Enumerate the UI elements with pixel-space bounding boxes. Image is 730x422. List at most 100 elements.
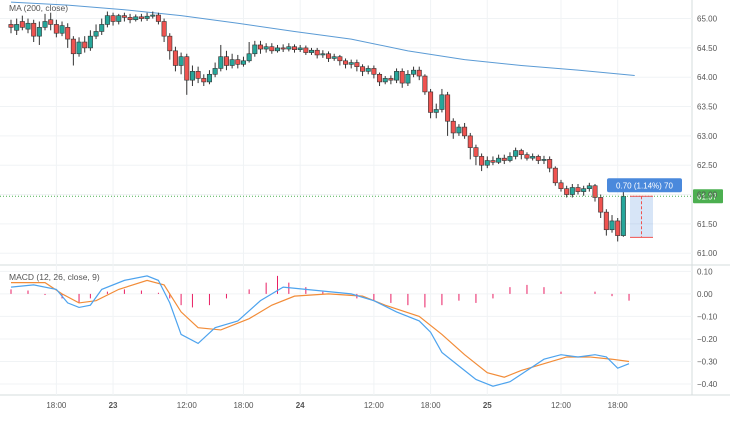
time-tick-label: 23 xyxy=(109,401,118,410)
candle xyxy=(530,153,536,161)
measure-label-bg xyxy=(607,178,682,193)
candle xyxy=(405,70,411,87)
candle-body-up xyxy=(513,150,519,157)
candle-body-down xyxy=(575,187,581,192)
candle-body-down xyxy=(53,24,59,34)
candle xyxy=(371,65,377,79)
candle-body-up xyxy=(382,78,388,83)
candle-body-down xyxy=(167,35,173,52)
candle xyxy=(269,43,275,54)
candle-body-down xyxy=(257,44,263,50)
candle-body-down xyxy=(291,46,297,50)
candle xyxy=(178,52,184,75)
candle-body-up xyxy=(394,71,400,81)
price-tick-label: 65.00 xyxy=(697,15,718,24)
candle xyxy=(439,88,445,113)
candle-body-up xyxy=(439,94,445,110)
candle xyxy=(110,12,116,26)
candle-body-up xyxy=(144,15,150,19)
candle-body-down xyxy=(479,156,485,166)
macd-indicator-label[interactable]: MACD (12, 26, close, 9) xyxy=(9,272,100,282)
candle xyxy=(218,44,224,72)
candle-body-up xyxy=(150,14,156,17)
candle xyxy=(138,13,144,22)
candle-body-down xyxy=(428,91,434,113)
candle-body-down xyxy=(280,47,286,50)
candle xyxy=(99,18,105,35)
candle-body-down xyxy=(303,47,309,53)
candle xyxy=(274,44,280,53)
candle xyxy=(603,209,609,236)
candle-body-down xyxy=(70,38,76,55)
candle-body-down xyxy=(615,220,621,236)
candle-body-up xyxy=(541,159,547,161)
candle xyxy=(581,185,587,196)
candle xyxy=(48,12,54,31)
macd-tick-label: 0.10 xyxy=(697,267,713,276)
candle-body-down xyxy=(598,197,604,213)
candle xyxy=(19,15,25,31)
candle xyxy=(127,13,133,24)
ma-line-layer xyxy=(10,1,635,76)
last-price-value: 61.97 xyxy=(697,192,718,201)
candle xyxy=(541,155,547,165)
candle xyxy=(195,66,201,84)
candle-body-down xyxy=(547,159,553,169)
candle xyxy=(513,147,519,160)
candle-body-up xyxy=(507,156,513,161)
candle-body-down xyxy=(450,120,456,134)
candle-body-down xyxy=(416,69,422,77)
candle xyxy=(343,58,349,69)
macd-tick-label: 0.00 xyxy=(697,290,713,299)
candle-body-up xyxy=(309,49,315,53)
candle xyxy=(184,53,190,95)
candle xyxy=(450,118,456,139)
candle-body-up xyxy=(620,196,626,236)
macd-tick-label: −0.20 xyxy=(697,335,718,344)
candle-body-up xyxy=(240,60,246,65)
candle-body-down xyxy=(603,211,609,231)
candle xyxy=(42,13,48,31)
price-tick-label: 61.50 xyxy=(697,220,718,229)
macd-tick-label: −0.40 xyxy=(697,380,718,389)
candle xyxy=(155,12,161,25)
candle-body-up xyxy=(42,21,48,28)
candle-body-up xyxy=(433,109,439,113)
candle-body-down xyxy=(184,56,190,81)
candle-body-down xyxy=(377,73,383,83)
candle-body-down xyxy=(314,49,320,56)
candle xyxy=(507,152,513,163)
candle xyxy=(524,152,530,161)
candle-body-up xyxy=(133,16,139,21)
candle xyxy=(399,68,405,88)
candle-body-up xyxy=(178,56,184,66)
time-tick-label: 18:00 xyxy=(608,401,629,410)
candle xyxy=(314,47,320,59)
candle xyxy=(467,132,473,160)
candle xyxy=(552,166,558,186)
candle-body-down xyxy=(19,21,25,28)
candle-body-up xyxy=(25,22,31,30)
overlay-layer: 61.97 0.70 (1.14%) 70 xyxy=(0,178,723,238)
ma-indicator-label[interactable]: MA (200, close) xyxy=(9,3,68,13)
candle xyxy=(586,182,592,192)
candle-body-up xyxy=(99,24,105,32)
candle-body-up xyxy=(274,47,280,52)
candle xyxy=(65,23,71,48)
candle-body-down xyxy=(172,50,178,66)
ma-200-line xyxy=(10,1,635,76)
price-tick-label: 63.00 xyxy=(697,132,718,141)
candle xyxy=(309,47,315,55)
candle-body-down xyxy=(445,94,451,122)
candle xyxy=(433,103,439,119)
candle xyxy=(263,43,269,53)
candle xyxy=(150,11,156,19)
candle-body-up xyxy=(93,31,99,37)
candle xyxy=(558,179,564,192)
candle-body-down xyxy=(8,24,14,28)
candle-body-up xyxy=(569,187,575,195)
candle xyxy=(615,218,621,242)
candle-body-up xyxy=(116,15,122,22)
candle xyxy=(229,53,235,69)
